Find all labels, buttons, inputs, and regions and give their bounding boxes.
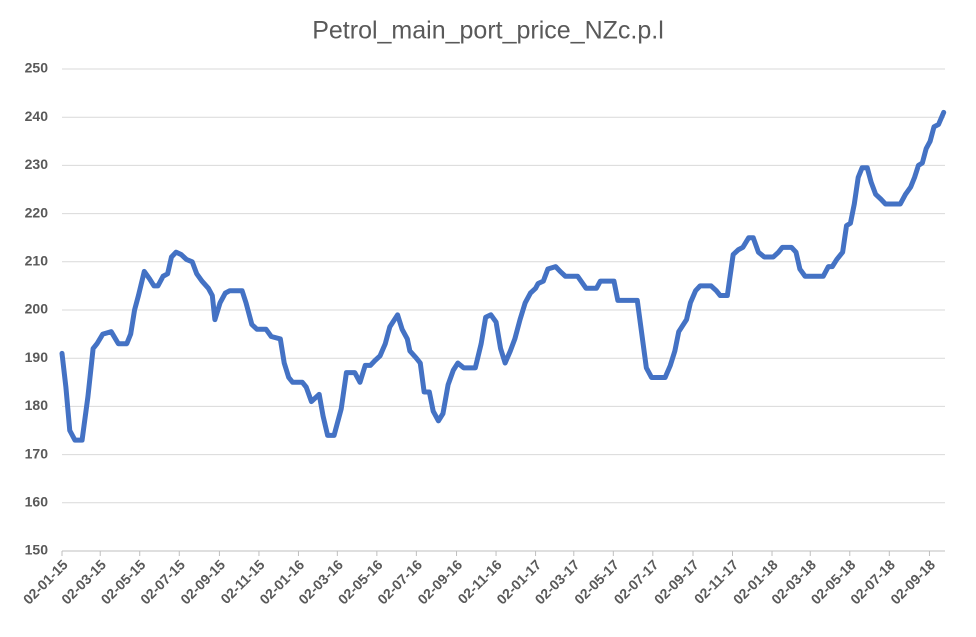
y-tick-label: 230: [25, 156, 49, 172]
y-tick-label: 220: [25, 204, 49, 220]
y-tick-label: 150: [25, 542, 49, 558]
y-tick-label: 190: [25, 349, 49, 365]
y-tick-label: 240: [25, 108, 49, 124]
y-tick-label: 180: [25, 397, 49, 413]
x-tick-label: 02-09-18: [887, 556, 938, 607]
y-tick-label: 200: [25, 301, 49, 317]
y-tick-label: 170: [25, 445, 49, 461]
y-tick-label: 250: [25, 60, 49, 76]
chart-title: Petrol_main_port_price_NZc.p.l: [312, 17, 664, 45]
data-line: [59, 109, 947, 443]
y-tick-label: 160: [25, 494, 49, 510]
y-tick-label: 210: [25, 253, 49, 269]
